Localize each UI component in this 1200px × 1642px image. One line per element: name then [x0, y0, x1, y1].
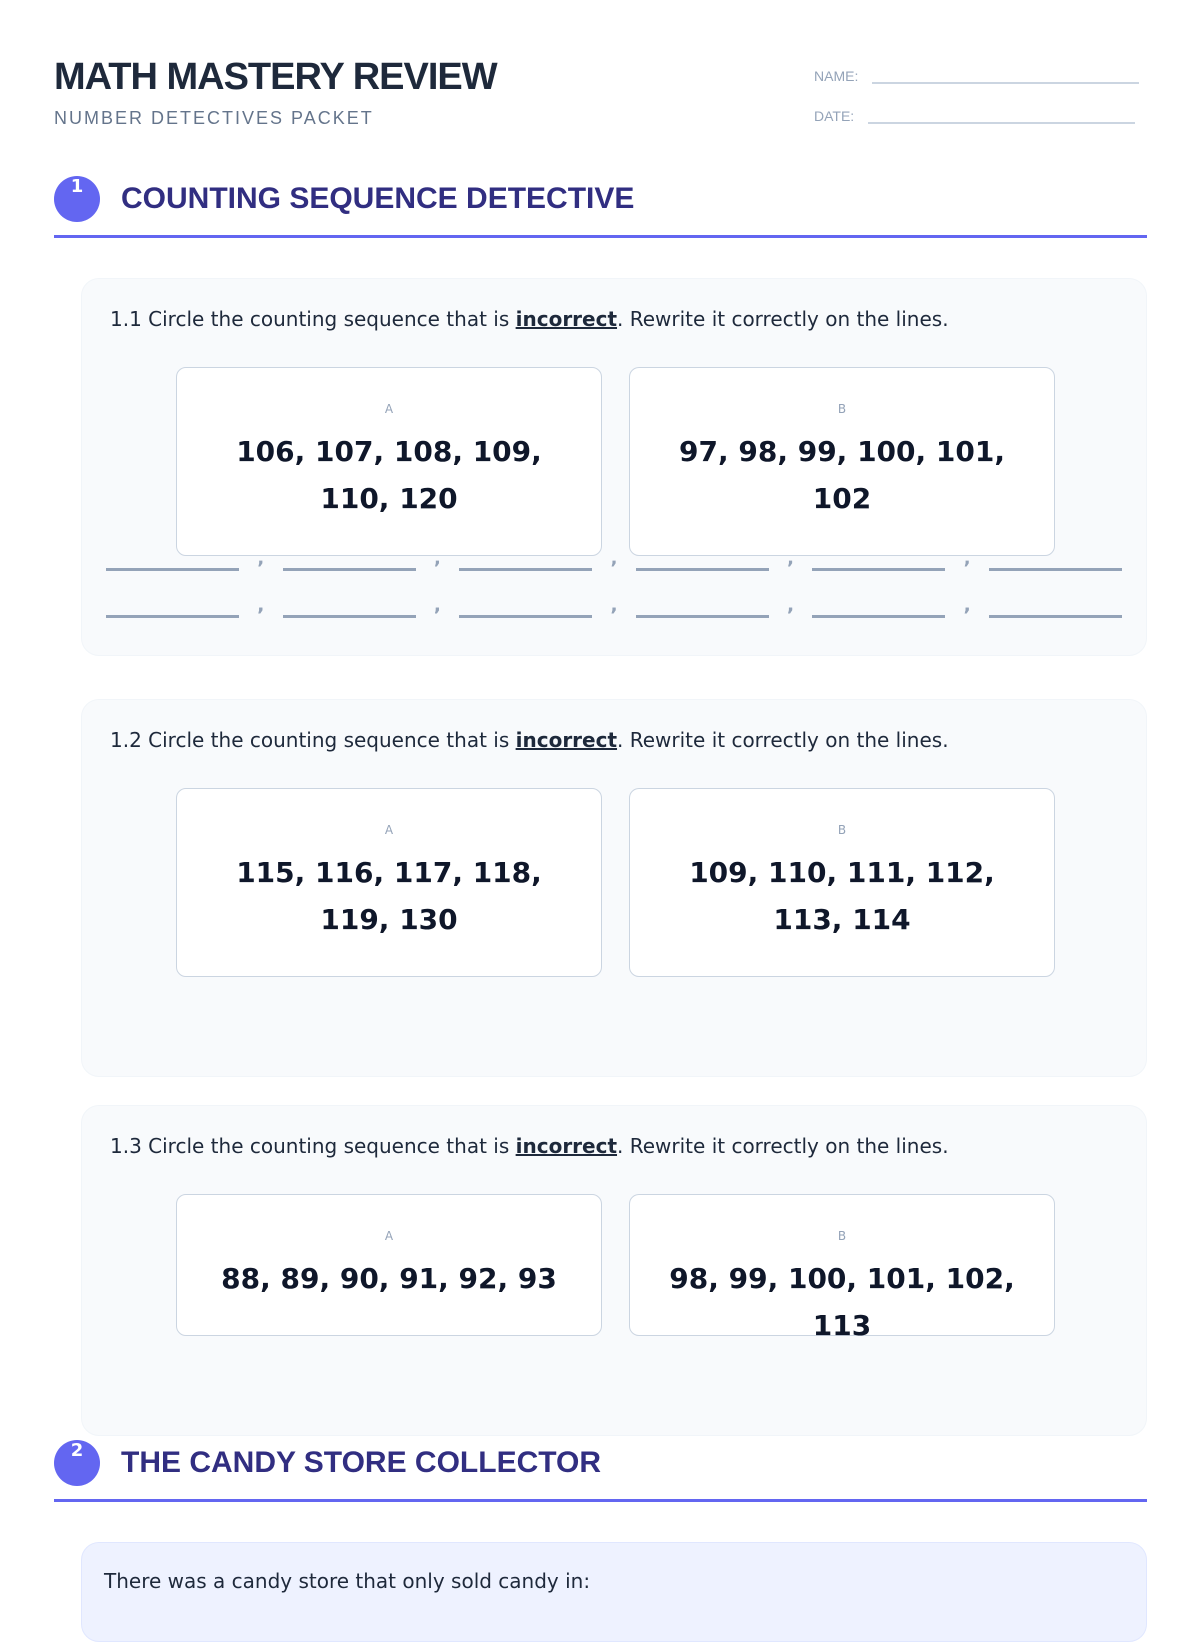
answer-blanks: ,,,,,: [106, 595, 1122, 618]
blank-separator: ,: [787, 595, 794, 616]
name-label: NAME:: [814, 68, 859, 84]
section-title: THE CANDY STORE COLLECTOR: [121, 1446, 602, 1479]
question-prefix: 1.2 Circle the counting sequence that is: [110, 728, 516, 752]
page-title: MATH MASTERY REVIEW: [54, 56, 498, 98]
question-suffix: . Rewrite it correctly on the lines.: [617, 728, 949, 752]
option-sequence: 109, 110, 111, 112, 113, 114: [689, 856, 995, 936]
option-label: A: [384, 823, 394, 837]
blank-separator: ,: [610, 595, 618, 616]
answer-blank[interactable]: [459, 604, 593, 618]
answer-blank[interactable]: [635, 604, 769, 618]
option-a[interactable]: A 106, 107, 108, 109, 110, 120: [176, 367, 602, 556]
question-emphasis: incorrect: [515, 307, 618, 331]
blank-separator: ,: [433, 595, 441, 616]
option-b[interactable]: B 98, 99, 100, 101, 102, 113: [629, 1194, 1055, 1342]
question-text: 1.2 Circle the counting sequence that is…: [110, 728, 949, 752]
option-a[interactable]: A 115, 116, 117, 118, 119, 130: [176, 788, 602, 977]
answer-blanks: ,,,,,: [106, 548, 1122, 571]
option-label: A: [384, 402, 394, 416]
question-prefix: 1.1 Circle the counting sequence that is: [110, 307, 516, 331]
story-text: There was a candy store that only sold c…: [104, 1569, 591, 1593]
blank-separator: ,: [610, 548, 618, 569]
answer-blank[interactable]: [988, 604, 1122, 618]
question-card: 1.3 Circle the counting sequence that is…: [81, 548, 1147, 1436]
option-label: B: [837, 1229, 847, 1243]
blank-separator: ,: [787, 548, 794, 569]
question-text: 1.3 Circle the counting sequence that is…: [110, 1134, 949, 1158]
section-number-badge: 2: [54, 1440, 100, 1486]
section-title: COUNTING SEQUENCE DETECTIVE: [121, 182, 635, 215]
question-text: 1.1 Circle the counting sequence that is…: [110, 307, 949, 331]
page-subtitle: NUMBER DETECTIVES PACKET: [54, 108, 374, 128]
option-b[interactable]: B 109, 110, 111, 112, 113, 114: [629, 788, 1055, 977]
answer-blank[interactable]: [459, 557, 593, 571]
blank-separator: ,: [257, 548, 265, 569]
option-label: B: [837, 823, 847, 837]
answer-blank[interactable]: [282, 557, 416, 571]
option-sequence: 106, 107, 108, 109, 110, 120: [236, 435, 542, 515]
option-sequence: 97, 98, 99, 100, 101, 102: [679, 435, 1005, 515]
answer-blank[interactable]: [635, 557, 769, 571]
answer-blank[interactable]: [282, 604, 416, 618]
blank-separator: ,: [257, 595, 265, 616]
answer-blank[interactable]: [812, 557, 946, 571]
answer-blank[interactable]: [812, 604, 946, 618]
question-card: 1.2 Circle the counting sequence that is…: [81, 595, 1147, 1077]
blank-separator: ,: [610, 595, 618, 616]
option-sequence: 115, 116, 117, 118, 119, 130: [236, 856, 542, 936]
name-field: NAME:: [814, 64, 1140, 84]
question-emphasis: incorrect: [515, 728, 618, 752]
blank-separator: ,: [257, 595, 265, 616]
question-prefix: 1.3 Circle the counting sequence that is: [110, 1134, 516, 1158]
answer-blank[interactable]: [988, 557, 1122, 571]
option-a[interactable]: A 88, 89, 90, 91, 92, 93: [176, 1194, 602, 1336]
option-label: A: [384, 1229, 394, 1243]
option-label: B: [837, 402, 847, 416]
blank-separator: ,: [963, 595, 971, 616]
date-field: DATE:: [814, 104, 1136, 124]
option-sequence: 98, 99, 100, 101, 102, 113: [669, 1262, 1015, 1342]
answer-blank[interactable]: [106, 604, 239, 618]
story-card: There was a candy store that only sold c…: [81, 1542, 1147, 1642]
question-emphasis: incorrect: [515, 1134, 618, 1158]
date-line[interactable]: [868, 104, 1136, 124]
blank-separator: ,: [963, 548, 971, 569]
option-sequence: 88, 89, 90, 91, 92, 93: [221, 1262, 557, 1295]
answer-blank[interactable]: [106, 557, 239, 571]
option-b[interactable]: B 97, 98, 99, 100, 101, 102: [629, 367, 1055, 556]
blank-separator: ,: [433, 548, 441, 569]
blank-separator: ,: [433, 595, 441, 616]
question-card: 1.1 Circle the counting sequence that is…: [81, 278, 1147, 656]
blank-separator: ,: [963, 595, 971, 616]
question-suffix: . Rewrite it correctly on the lines.: [617, 307, 949, 331]
name-line[interactable]: [872, 64, 1140, 84]
question-suffix: . Rewrite it correctly on the lines.: [617, 1134, 949, 1158]
blank-separator: ,: [787, 595, 794, 616]
section-header-1: 1 COUNTING SEQUENCE DETECTIVE: [54, 172, 1147, 238]
section-header-2: 2 THE CANDY STORE COLLECTOR: [54, 1436, 1147, 1502]
date-label: DATE:: [814, 108, 855, 124]
section-number-badge: 1: [54, 176, 100, 222]
